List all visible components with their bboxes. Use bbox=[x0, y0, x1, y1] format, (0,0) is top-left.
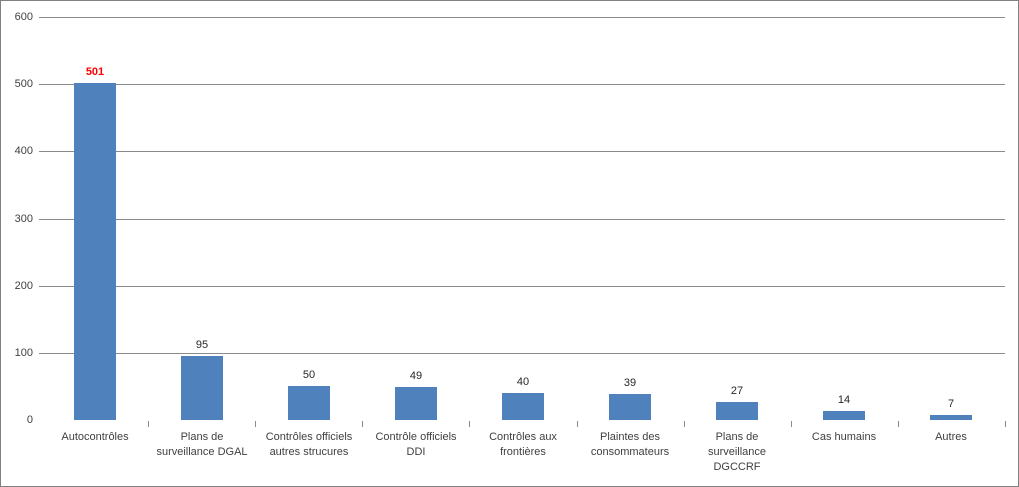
bar-5 bbox=[502, 393, 544, 420]
x-axis-tick-9 bbox=[1005, 421, 1006, 427]
value-label-6: 39 bbox=[623, 377, 637, 389]
value-label-4: 49 bbox=[409, 370, 423, 382]
x-axis-tick-8 bbox=[898, 421, 899, 427]
y-axis-label-0: 0 bbox=[26, 414, 33, 426]
category-label-2: Plans de surveillance DGAL bbox=[156, 431, 248, 458]
x-axis-tick-1 bbox=[148, 421, 149, 427]
x-axis-tick-6 bbox=[684, 421, 685, 427]
y-axis-label-400: 400 bbox=[14, 145, 33, 158]
bar-3 bbox=[288, 386, 330, 420]
value-label-8: 14 bbox=[837, 394, 851, 406]
gridline-400 bbox=[39, 151, 1005, 153]
y-axis-label-300: 300 bbox=[14, 212, 33, 225]
category-label-6: Plaintes des consommateurs bbox=[590, 431, 670, 458]
gridline-300 bbox=[39, 218, 1005, 220]
bar-6 bbox=[609, 394, 651, 420]
x-axis-tick-5 bbox=[577, 421, 578, 427]
x-axis-tick-2 bbox=[255, 421, 256, 427]
x-axis-tick-4 bbox=[469, 421, 470, 427]
bar-2 bbox=[181, 356, 223, 420]
gridline-200 bbox=[39, 285, 1005, 287]
category-label-5: Contrôles aux frontières bbox=[489, 431, 557, 458]
y-axis-label-200: 200 bbox=[14, 279, 33, 292]
y-axis-label-500: 500 bbox=[14, 78, 33, 91]
category-label-4: Contrôle officiels DDI bbox=[375, 431, 457, 458]
value-label-9: 7 bbox=[947, 398, 955, 410]
value-label-5: 40 bbox=[516, 376, 530, 388]
bar-7 bbox=[716, 402, 758, 420]
x-axis-tick-3 bbox=[362, 421, 363, 427]
gridline-100 bbox=[39, 352, 1005, 354]
y-axis-label-600: 600 bbox=[14, 11, 33, 23]
bar-1 bbox=[74, 83, 116, 420]
bar-8 bbox=[823, 411, 865, 420]
value-label-7: 27 bbox=[730, 385, 744, 397]
value-label-3: 50 bbox=[302, 369, 316, 381]
category-label-1: Autocontrôles bbox=[61, 431, 129, 443]
value-label-2: 95 bbox=[195, 339, 209, 351]
category-label-3: Contrôles officiels autres strucures bbox=[265, 431, 353, 458]
bar-9 bbox=[930, 415, 972, 420]
value-label-1: 501 bbox=[85, 66, 105, 78]
y-axis-label-100: 100 bbox=[14, 346, 33, 359]
category-label-9: Autres bbox=[935, 431, 967, 443]
bar-4 bbox=[395, 387, 437, 420]
gridline-500 bbox=[39, 84, 1005, 86]
x-axis-tick-7 bbox=[791, 421, 792, 427]
category-label-8: Cas humains bbox=[811, 431, 877, 443]
category-label-7: Plans de surveillance DGCCRF bbox=[707, 431, 767, 473]
gridline-600 bbox=[39, 17, 1005, 18]
